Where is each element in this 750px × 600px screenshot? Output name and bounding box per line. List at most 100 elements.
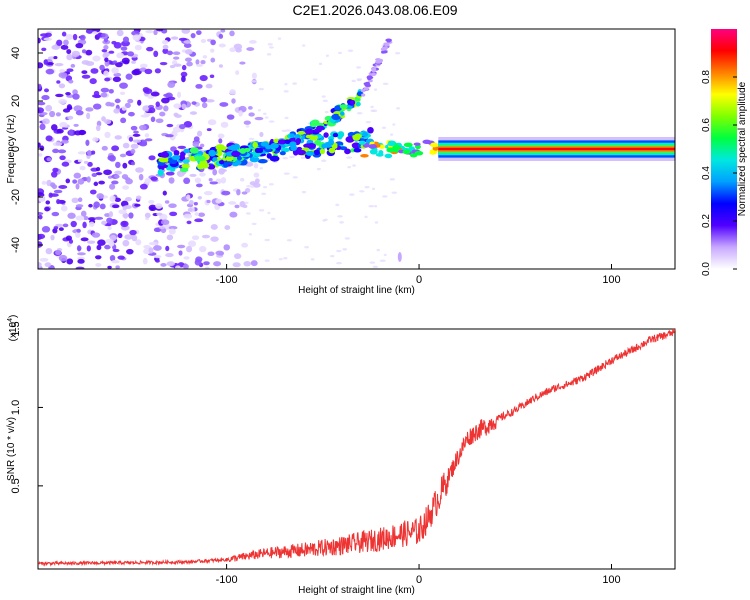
- noise-speck: [139, 124, 147, 131]
- noise-speck: [169, 211, 178, 217]
- noise-speck: [41, 95, 50, 101]
- noise-speck: [86, 245, 91, 252]
- noise-speck: [144, 68, 153, 75]
- noise-speck: [111, 259, 120, 264]
- noise-speck: [267, 211, 271, 215]
- noise-speck: [206, 199, 211, 204]
- noise-speck: [277, 37, 282, 40]
- snr-frame: [37, 328, 676, 570]
- noise-speck: [55, 93, 64, 98]
- noise-speck: [144, 178, 151, 184]
- noise-speck: [346, 156, 353, 159]
- noise-speck: [92, 31, 98, 35]
- branch-lower-blob: [234, 160, 242, 165]
- noise-speck: [220, 29, 226, 33]
- noise-speck: [181, 64, 187, 71]
- noise-speck: [161, 97, 170, 104]
- noise-speck: [239, 178, 245, 182]
- noise-speck: [108, 211, 114, 218]
- noise-speck: [177, 145, 187, 149]
- noise-speck: [301, 190, 307, 194]
- branch-lower-blob: [218, 160, 225, 165]
- noise-speck: [210, 57, 216, 63]
- noise-speck: [257, 109, 262, 112]
- transition-blob: [429, 151, 437, 155]
- y-tick-label: 1.0: [10, 400, 22, 415]
- noise-speck: [302, 44, 306, 47]
- noise-speck: [83, 160, 89, 164]
- branch-upper-blob: [252, 142, 259, 148]
- noise-speck: [335, 203, 340, 207]
- noise-speck: [241, 191, 248, 195]
- transition-blob: [360, 153, 369, 158]
- noise-speck: [264, 116, 269, 119]
- branch-upper-blob: [270, 142, 279, 149]
- noise-speck: [219, 102, 229, 107]
- noise-speck: [46, 62, 54, 66]
- noise-speck: [347, 165, 352, 169]
- noise-speck: [122, 205, 128, 211]
- noise-speck: [73, 123, 79, 127]
- noise-speck: [281, 129, 287, 133]
- noise-speck: [75, 215, 85, 221]
- noise-speck: [138, 173, 144, 181]
- noise-speck: [236, 189, 241, 196]
- faint-spot: [397, 252, 402, 262]
- branch-upper-blob: [316, 125, 325, 131]
- noise-speck: [112, 76, 122, 83]
- branch-tail-blob: [375, 60, 382, 64]
- noise-speck: [250, 80, 257, 83]
- branch-lower-blob: [222, 161, 229, 168]
- noise-speck: [72, 89, 78, 95]
- noise-speck: [168, 225, 178, 230]
- noise-speck: [71, 197, 79, 204]
- noise-speck: [45, 135, 53, 142]
- x-axis-label: Height of straight line (km): [298, 285, 415, 296]
- branch-lower-blob: [296, 149, 306, 156]
- noise-speck: [91, 173, 98, 178]
- noise-speck: [119, 82, 128, 89]
- noise-speck: [114, 98, 121, 104]
- noise-speck: [221, 190, 231, 196]
- branch-tail-blob: [371, 69, 376, 73]
- noise-speck: [229, 47, 236, 53]
- noise-speck: [124, 234, 133, 240]
- noise-speck: [382, 82, 389, 86]
- branch-lower-blob: [353, 148, 362, 153]
- noise-speck: [113, 72, 122, 77]
- noise-speck: [95, 263, 102, 267]
- noise-speck: [132, 34, 141, 41]
- noise-speck: [245, 125, 250, 128]
- branch-tail-blob: [375, 58, 382, 62]
- noise-speck: [122, 239, 130, 247]
- noise-speck: [114, 197, 122, 203]
- noise-speck: [103, 70, 109, 77]
- noise-speck: [201, 102, 208, 109]
- noise-speck: [79, 165, 86, 171]
- noise-speck: [191, 235, 200, 241]
- noise-speck: [210, 39, 216, 46]
- branch-upper-blob: [284, 139, 291, 145]
- branch-lower-blob: [181, 164, 190, 169]
- noise-speck: [163, 105, 169, 112]
- colorbar-tick-label: 0.6: [701, 118, 712, 132]
- branch-upper-blob: [239, 147, 247, 154]
- noise-speck: [198, 212, 206, 217]
- noise-speck: [156, 29, 164, 32]
- noise-speck: [114, 170, 123, 175]
- noise-speck: [38, 107, 45, 114]
- noise-speck: [98, 180, 105, 185]
- noise-speck: [248, 233, 252, 236]
- noise-speck: [176, 170, 185, 177]
- noise-speck: [154, 68, 161, 74]
- noise-speck: [203, 191, 213, 196]
- noise-speck: [250, 260, 258, 267]
- transition-blob: [410, 153, 418, 158]
- noise-speck: [39, 257, 49, 262]
- noise-speck: [166, 123, 174, 128]
- noise-speck: [155, 118, 164, 124]
- noise-speck: [351, 79, 356, 83]
- noise-speck: [52, 167, 59, 173]
- noise-speck: [85, 29, 94, 34]
- noise-speck: [170, 36, 179, 40]
